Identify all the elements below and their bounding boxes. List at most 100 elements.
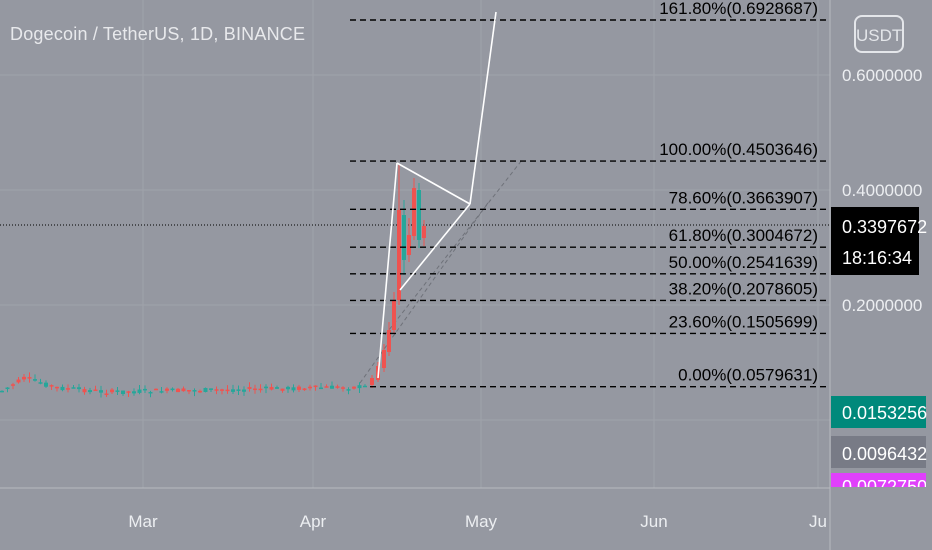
candle-body xyxy=(209,388,213,390)
candle-body xyxy=(392,300,396,330)
triangle-lower-line xyxy=(399,203,471,291)
candle-body xyxy=(330,385,334,389)
candle-body xyxy=(297,386,301,390)
candle-body xyxy=(176,388,180,393)
candle-body xyxy=(242,389,246,392)
candle-body xyxy=(82,389,87,393)
candle-body xyxy=(313,385,318,388)
candle-body xyxy=(154,388,158,391)
grid xyxy=(0,0,830,488)
indicator-tag-green: 0.0153256 xyxy=(831,396,927,428)
candle-body xyxy=(159,391,164,393)
candle-body xyxy=(181,388,186,392)
candle-body xyxy=(126,391,131,393)
candle-body xyxy=(121,390,125,395)
candle-body xyxy=(258,388,263,391)
candle-body xyxy=(247,387,252,389)
candle-body xyxy=(422,226,426,238)
fib-level-label: 78.60%(0.3663907) xyxy=(669,188,818,207)
fib-level-label: 100.00%(0.4503646) xyxy=(659,140,818,159)
candle-body xyxy=(370,378,374,385)
price-tick: 0.6000000 xyxy=(842,66,922,85)
candle-body xyxy=(192,390,197,392)
candle-body xyxy=(71,387,76,389)
candle-body xyxy=(93,389,98,392)
candle-body xyxy=(264,386,268,389)
candle-body xyxy=(382,350,386,368)
current-price-tag: 0.3397672 18:16:34 xyxy=(831,207,927,275)
candle-body xyxy=(22,376,26,380)
indicator-tag-gray: 0.0096432 xyxy=(831,436,927,468)
candle-body xyxy=(137,389,142,393)
candles xyxy=(0,165,426,398)
candle-body xyxy=(412,188,416,236)
candle-body xyxy=(387,330,391,352)
candle-body xyxy=(407,235,411,255)
candle-body xyxy=(225,389,230,392)
candle-body xyxy=(33,379,37,381)
candle-body xyxy=(77,387,81,390)
candle-body xyxy=(397,210,401,300)
candle-body xyxy=(324,386,329,388)
currency-unit-button[interactable]: USDT xyxy=(854,15,904,53)
fib-levels: 161.80%(0.6928687) 100.00%(0.4503646) 78.6… xyxy=(350,0,828,388)
candle-body xyxy=(214,389,219,391)
candle-body xyxy=(16,379,21,383)
impulse-line xyxy=(377,162,398,379)
pattern-drawing[interactable] xyxy=(377,11,497,379)
candle-body xyxy=(38,382,43,384)
bar-countdown: 18:16:34 xyxy=(842,248,912,268)
candle-body xyxy=(104,393,109,396)
candle-body xyxy=(302,388,307,391)
fib-level-label: 38.20%(0.2078605) xyxy=(669,279,818,298)
candle-body xyxy=(115,390,120,392)
candle-body xyxy=(44,382,48,387)
candle-body xyxy=(236,389,241,391)
candle-body xyxy=(352,386,356,389)
candle-body xyxy=(291,387,296,391)
projection-line xyxy=(469,11,497,205)
price-axis: 0.6000000 0.4000000 0.2000000 xyxy=(842,66,922,315)
candle-body xyxy=(170,388,175,391)
candle-body xyxy=(60,386,65,391)
fib-level-label: 61.80%(0.3004672) xyxy=(669,226,818,245)
chart-title: Dogecoin / TetherUS, 1D, BINANCE xyxy=(10,24,306,44)
candle-body xyxy=(341,387,345,389)
candle-body xyxy=(417,190,421,240)
candle-body xyxy=(203,387,208,392)
candle-body xyxy=(165,388,169,391)
candle-body xyxy=(198,390,202,393)
candle-body xyxy=(132,391,136,394)
candle-body xyxy=(143,388,147,391)
fib-level-label: 23.60%(0.1505699) xyxy=(669,312,818,331)
trend-channel xyxy=(359,159,523,384)
candle-body xyxy=(402,215,406,260)
candle-body xyxy=(269,387,274,390)
candle-body xyxy=(308,386,312,389)
candle-body xyxy=(346,389,351,391)
candle-body xyxy=(5,387,10,390)
indicator-tag-magenta xyxy=(831,473,926,487)
time-tick: Ju xyxy=(809,512,827,531)
candle-body xyxy=(335,386,340,388)
candle-body xyxy=(253,388,257,391)
triangle-upper-line xyxy=(396,162,471,205)
candle-body xyxy=(11,384,15,386)
candle-body xyxy=(55,386,59,389)
price-tick: 0.2000000 xyxy=(842,296,922,315)
candle-body xyxy=(357,385,362,389)
time-tick: Apr xyxy=(300,512,327,531)
candle-body xyxy=(148,391,153,394)
indicator-tag-magenta-label: 0.0072750 xyxy=(842,477,927,497)
svg-text:0.3397672: 0.3397672 xyxy=(842,217,927,237)
candle-body xyxy=(66,388,70,390)
candle-body xyxy=(27,377,32,379)
candle-body xyxy=(99,390,103,393)
time-tick: Jun xyxy=(640,512,667,531)
candle-body xyxy=(231,389,235,392)
candle-body xyxy=(319,387,323,390)
time-tick: Mar xyxy=(128,512,158,531)
candle-body xyxy=(363,385,367,388)
